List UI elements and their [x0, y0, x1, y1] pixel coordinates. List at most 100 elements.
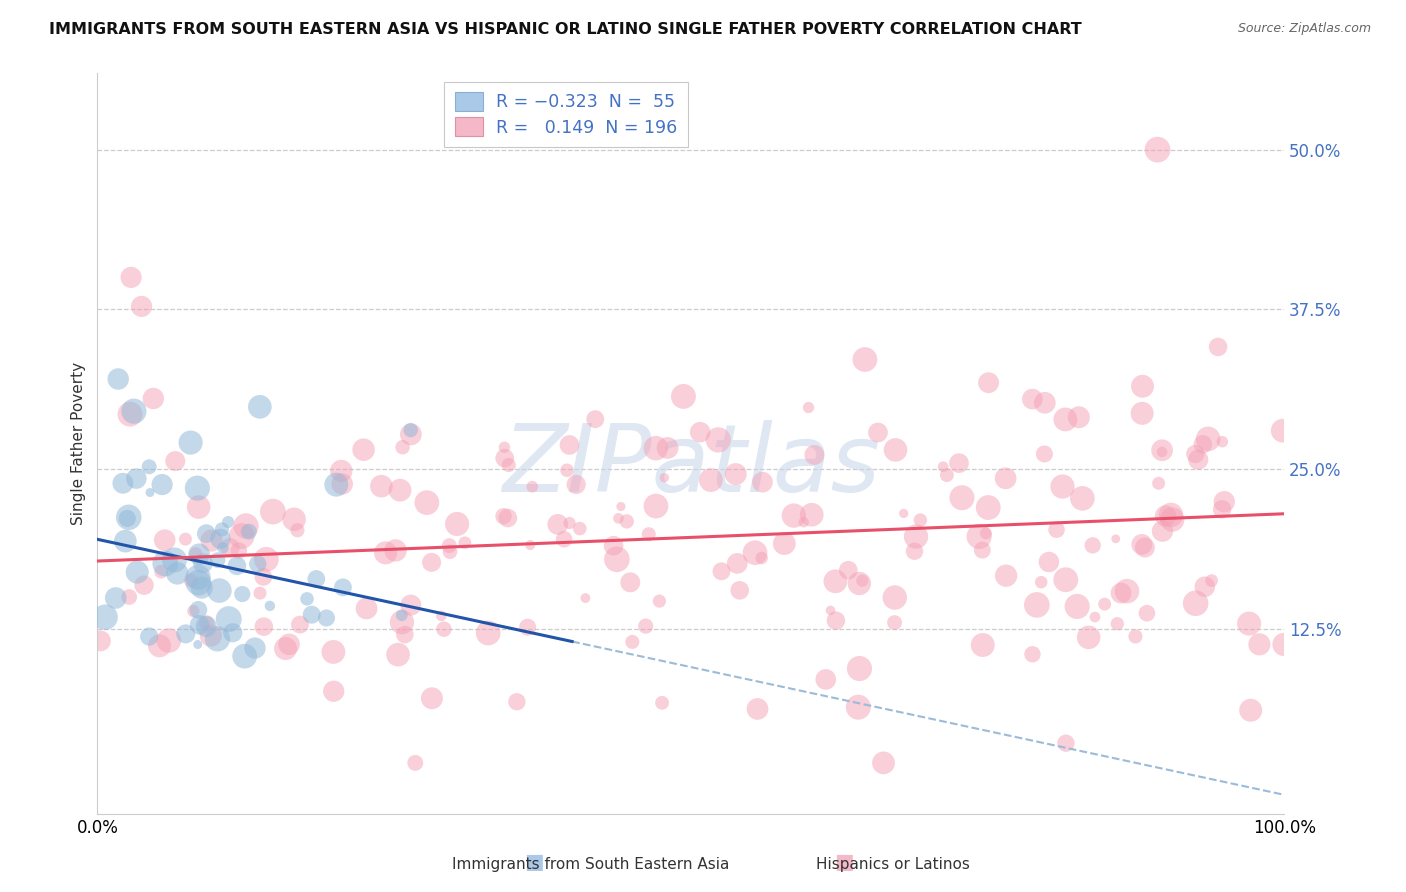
Point [884, 442, 907, 457]
Point [1197, 432, 1219, 446]
Point [1272, 637, 1295, 651]
Point [153, 533, 176, 548]
Point [645, 499, 668, 513]
Point [389, 483, 412, 498]
Point [212, 541, 235, 555]
Point [851, 574, 873, 588]
Point [1249, 637, 1271, 651]
Point [797, 401, 820, 415]
Point [652, 471, 675, 485]
Point [195, 619, 218, 633]
Point [231, 529, 253, 543]
Point [910, 513, 932, 527]
Point [1194, 580, 1216, 594]
Point [287, 523, 309, 537]
Point [950, 491, 973, 505]
Text: ■: ■ [834, 853, 853, 872]
Point [157, 633, 180, 648]
Point [325, 477, 347, 491]
Point [127, 565, 149, 579]
Point [163, 553, 186, 567]
Point [274, 641, 297, 656]
Point [391, 608, 413, 623]
Point [516, 620, 538, 634]
Point [1152, 443, 1174, 458]
Point [104, 591, 127, 605]
Point [977, 376, 1000, 390]
Point [751, 551, 773, 566]
Point [353, 442, 375, 457]
Point [967, 529, 990, 543]
Point [800, 508, 823, 522]
Point [1109, 586, 1132, 600]
Point [558, 438, 581, 452]
Point [1147, 476, 1170, 491]
Point [1038, 555, 1060, 569]
Point [751, 475, 773, 490]
Point [254, 552, 277, 566]
Point [1237, 616, 1260, 631]
Point [606, 552, 628, 566]
Point [1054, 412, 1077, 426]
Point [853, 352, 876, 367]
Legend: R = −0.323  N =  55, R =   0.149  N = 196: R = −0.323 N = 55, R = 0.149 N = 196 [444, 82, 688, 147]
Point [322, 684, 344, 698]
Point [553, 533, 575, 547]
Point [420, 691, 443, 706]
Point [744, 546, 766, 560]
Point [384, 543, 406, 558]
Point [494, 451, 516, 466]
Point [262, 505, 284, 519]
Point [94, 610, 117, 624]
Point [995, 568, 1018, 582]
Point [1160, 508, 1182, 522]
Point [394, 627, 416, 641]
Point [1133, 541, 1156, 555]
Point [496, 511, 519, 525]
Point [187, 570, 209, 584]
Point [387, 648, 409, 662]
Point [399, 427, 422, 442]
Point [547, 517, 569, 532]
Point [191, 556, 214, 570]
Point [439, 539, 461, 553]
Point [1094, 597, 1116, 611]
Point [217, 515, 239, 529]
Point [1206, 340, 1229, 354]
Point [370, 479, 392, 493]
Point [283, 512, 305, 526]
Point [1084, 610, 1107, 624]
Point [315, 611, 337, 625]
Point [558, 516, 581, 530]
Point [118, 590, 141, 604]
Point [174, 532, 197, 546]
Point [866, 425, 889, 440]
Point [972, 638, 994, 652]
Point [948, 456, 970, 470]
Point [118, 407, 141, 421]
Point [607, 511, 630, 525]
Point [477, 626, 499, 640]
Point [165, 454, 187, 468]
Point [972, 543, 994, 558]
Point [430, 608, 453, 623]
Point [1077, 631, 1099, 645]
Point [399, 598, 422, 612]
Point [1152, 445, 1174, 459]
Point [1125, 630, 1147, 644]
Point [820, 603, 842, 617]
Point [249, 586, 271, 600]
Point [494, 440, 516, 454]
Point [211, 523, 233, 537]
Point [187, 638, 209, 652]
Point [893, 507, 915, 521]
Y-axis label: Single Father Poverty: Single Father Poverty [72, 362, 86, 525]
Point [903, 544, 925, 558]
Point [672, 389, 695, 403]
Point [1054, 573, 1077, 587]
Point [1201, 574, 1223, 588]
Point [602, 539, 624, 553]
Point [288, 617, 311, 632]
Point [330, 464, 353, 478]
Point [1146, 143, 1168, 157]
